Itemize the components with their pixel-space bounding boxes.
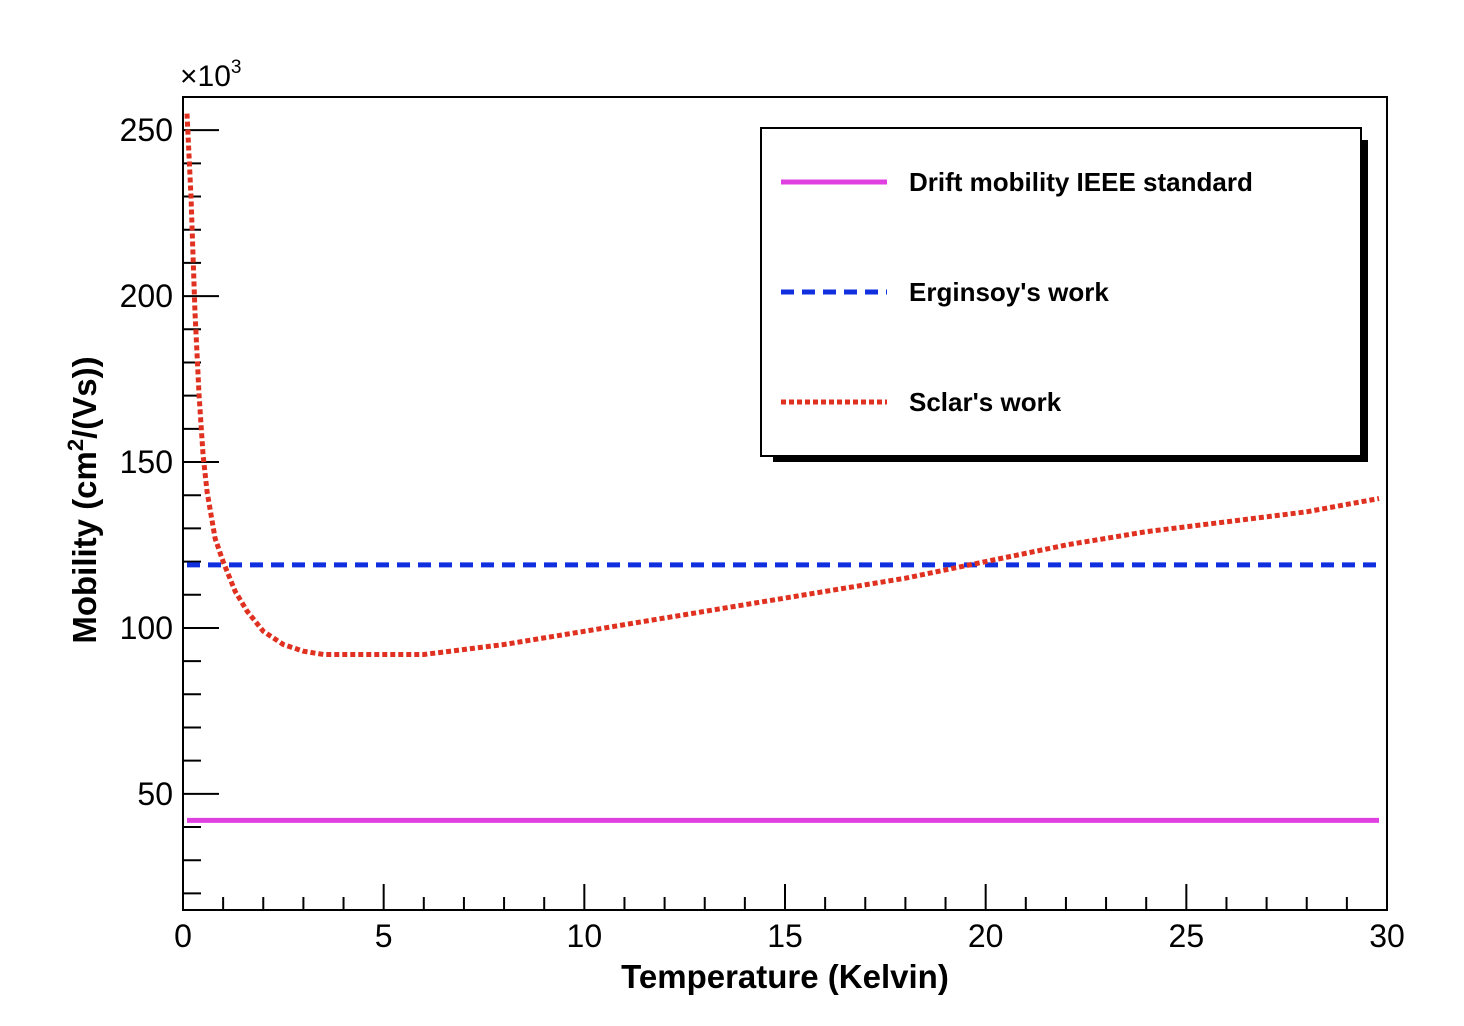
x-tick-label: 20 bbox=[968, 918, 1004, 954]
y-tick-label: 50 bbox=[137, 776, 173, 812]
y-tick-label: 200 bbox=[120, 278, 173, 314]
x-tick-label: 0 bbox=[174, 918, 192, 954]
series-layer bbox=[184, 113, 1380, 823]
x-tick-label: 30 bbox=[1369, 918, 1405, 954]
legend: Drift mobility IEEE standard Erginsoy's … bbox=[760, 127, 1368, 462]
x-axis-ticks: 0 5 10 15 20 25 30 bbox=[174, 884, 1405, 954]
legend-label-erginsoy: Erginsoy's work bbox=[909, 277, 1109, 307]
x-tick-label: 15 bbox=[767, 918, 803, 954]
y-tick-label: 150 bbox=[120, 444, 173, 480]
y-tick-label: 250 bbox=[120, 112, 173, 148]
y-axis-title: Mobility (cm2/(Vs)) bbox=[63, 356, 103, 643]
x-tick-label: 25 bbox=[1169, 918, 1205, 954]
y-axis-ticks: 50 100 150 200 250 bbox=[120, 96, 219, 895]
legend-label-ieee: Drift mobility IEEE standard bbox=[909, 167, 1253, 197]
y-tick-label: 100 bbox=[120, 610, 173, 646]
x-axis-title: Temperature (Kelvin) bbox=[621, 958, 949, 995]
series-line-2 bbox=[184, 113, 1380, 657]
x-tick-label: 5 bbox=[375, 918, 393, 954]
x-tick-label: 10 bbox=[567, 918, 603, 954]
y-multiplier: ×103 bbox=[180, 57, 241, 93]
legend-label-sclar: Sclar's work bbox=[909, 387, 1062, 417]
